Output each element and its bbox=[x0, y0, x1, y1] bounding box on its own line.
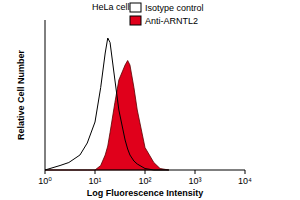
legend-swatch bbox=[130, 3, 141, 12]
x-tick bbox=[45, 170, 46, 174]
histogram-area bbox=[45, 61, 169, 171]
x-tick bbox=[145, 170, 146, 174]
legend-swatch bbox=[130, 16, 141, 25]
histogram-line bbox=[45, 38, 169, 170]
x-axis-label: Log Fluorescence Intensity bbox=[87, 188, 204, 198]
x-tick-label: 10⁴ bbox=[238, 176, 252, 186]
legend-label: Anti-ARNTL2 bbox=[145, 16, 198, 26]
x-tick-label: 10² bbox=[138, 176, 151, 186]
legend-label: Isotype control bbox=[145, 3, 204, 13]
x-tick-label: 10³ bbox=[188, 176, 201, 186]
y-axis-label: Relative Cell Number bbox=[16, 49, 26, 140]
x-tick bbox=[195, 170, 196, 174]
x-tick-label: 10⁰ bbox=[38, 176, 52, 186]
x-tick bbox=[245, 170, 246, 174]
title: HeLa cells bbox=[92, 2, 135, 12]
y-axis bbox=[45, 20, 46, 170]
chart: 10⁰ 10¹ 10² 10³ 10⁴ Log Fluorescence Intensit… bbox=[0, 0, 300, 200]
x-tick-label: 10¹ bbox=[88, 176, 101, 186]
x-tick bbox=[95, 170, 96, 174]
